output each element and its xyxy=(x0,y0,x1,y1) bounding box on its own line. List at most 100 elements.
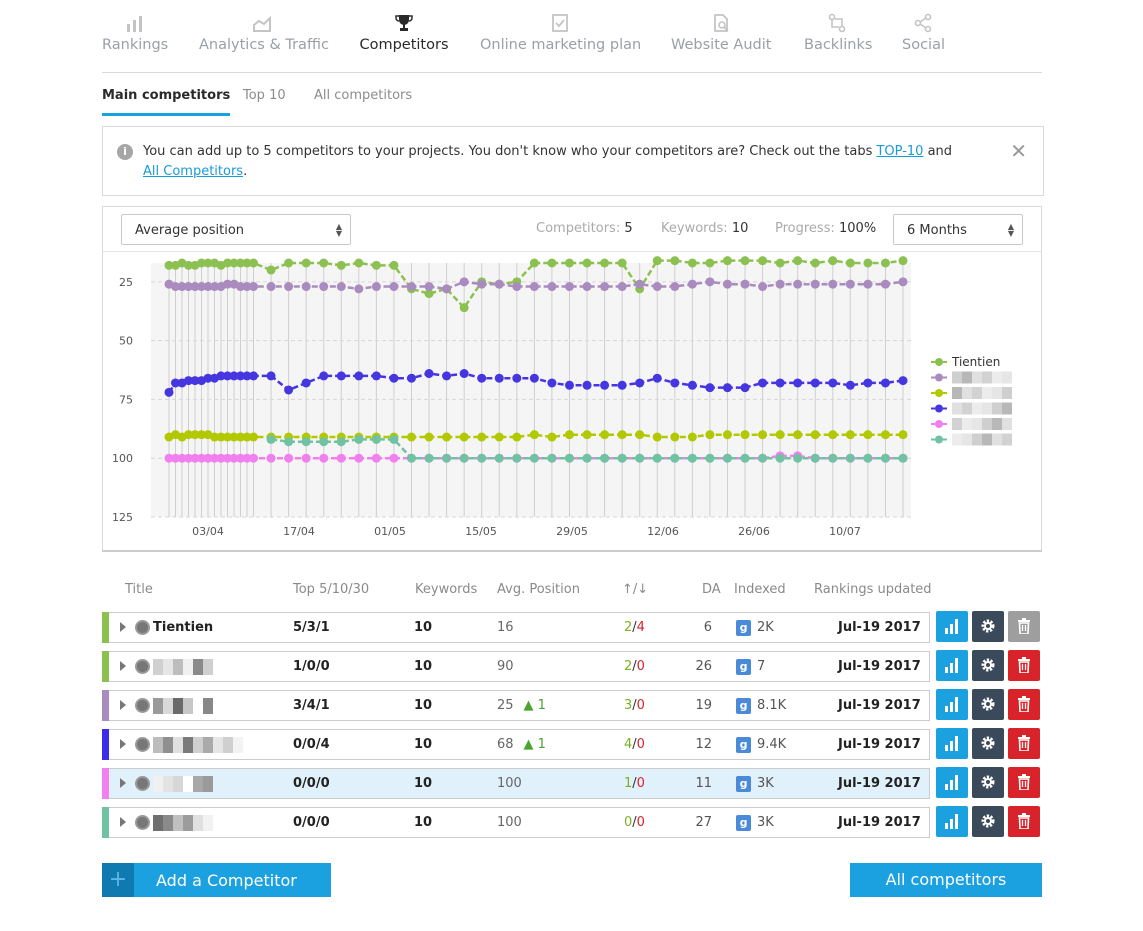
keyword-count: 10 xyxy=(414,737,433,752)
redacted-legend-label xyxy=(952,433,962,446)
data-point xyxy=(582,430,592,440)
col-avg-position[interactable]: Avg. Position xyxy=(497,582,580,597)
col-rankings-updated[interactable]: Rankings updated xyxy=(814,582,932,597)
chart-button[interactable] xyxy=(936,806,968,837)
top10-link[interactable]: TOP-10 xyxy=(876,144,924,159)
domain-authority: 6 xyxy=(703,620,712,635)
legend-marker xyxy=(935,435,943,444)
expand-arrow-icon[interactable] xyxy=(120,700,126,710)
down-count: 0 xyxy=(636,698,645,713)
data-point xyxy=(564,430,574,440)
expand-arrow-icon[interactable] xyxy=(120,778,126,788)
tab-competitors[interactable]: Competitors xyxy=(359,12,449,53)
tab-all-competitors[interactable]: All competitors xyxy=(314,88,413,103)
settings-button[interactable] xyxy=(972,767,1004,798)
expand-arrow-icon[interactable] xyxy=(120,661,126,671)
data-point xyxy=(406,453,416,463)
delete-button[interactable] xyxy=(1008,767,1040,798)
delete-button[interactable] xyxy=(1008,806,1040,837)
close-icon[interactable]: ✕ xyxy=(1010,139,1027,163)
col-indexed[interactable]: Indexed xyxy=(734,582,786,597)
expand-arrow-icon[interactable] xyxy=(120,817,126,827)
data-point xyxy=(203,282,213,292)
data-point xyxy=(740,256,750,266)
period-select[interactable]: 6 Months ▲ ▼ xyxy=(893,214,1023,245)
data-point xyxy=(512,432,522,442)
col-da[interactable]: DA xyxy=(702,582,721,597)
data-point xyxy=(740,430,750,440)
col-title[interactable]: Title xyxy=(125,582,153,597)
tab-social[interactable]: Social xyxy=(902,12,945,53)
tab-backlinks[interactable]: Backlinks xyxy=(804,12,872,53)
tab-label: Website Audit xyxy=(671,37,772,53)
all-competitors-link[interactable]: All Competitors xyxy=(143,164,244,179)
col-top[interactable]: Top 5/10/30 xyxy=(293,582,370,597)
chart-button[interactable] xyxy=(936,728,968,759)
expand-arrow-icon[interactable] xyxy=(120,622,126,632)
tab-website-audit[interactable]: Website Audit xyxy=(671,12,771,53)
settings-button[interactable] xyxy=(972,728,1004,759)
delete-button[interactable] xyxy=(1008,728,1040,759)
data-point xyxy=(793,279,803,289)
data-point xyxy=(512,373,522,383)
chart-button[interactable] xyxy=(936,650,968,681)
table-row[interactable]: 0/0/0 10 100 1/0 11 g 3K Jul-19 2017 xyxy=(102,768,930,799)
indexed: g 2K xyxy=(736,620,774,636)
data-point xyxy=(389,434,399,444)
table-row[interactable]: 0/0/4 10 68 ▲ 1 4/0 12 g 9.4K Jul-19 2017 xyxy=(102,729,930,760)
tab-analytics-traffic[interactable]: Analytics & Traffic xyxy=(199,12,329,53)
all-competitors-button[interactable]: All competitors xyxy=(850,863,1042,897)
settings-button[interactable] xyxy=(972,806,1004,837)
chart-button[interactable] xyxy=(936,611,968,642)
backlinks-icon xyxy=(828,13,846,33)
chart-button[interactable] xyxy=(936,767,968,798)
data-point xyxy=(705,258,715,268)
redacted-legend-label xyxy=(982,402,992,415)
data-point xyxy=(319,258,329,268)
data-point xyxy=(223,258,232,268)
tab-rankings[interactable]: Rankings xyxy=(102,12,168,53)
settings-button[interactable] xyxy=(972,689,1004,720)
data-point xyxy=(442,453,452,463)
chart-button[interactable] xyxy=(936,689,968,720)
redacted-legend-label xyxy=(992,387,1002,399)
delete-button[interactable] xyxy=(1008,650,1040,681)
redacted-legend-label xyxy=(992,433,1002,446)
up-down: 2/0 xyxy=(624,659,645,674)
tab-main-competitors[interactable]: Main competitors xyxy=(102,88,231,116)
redacted-competitor-title xyxy=(153,815,213,831)
data-point xyxy=(564,453,574,463)
tab-online-marketing-plan[interactable]: Online marketing plan xyxy=(480,12,641,53)
data-point xyxy=(722,279,732,289)
settings-button[interactable] xyxy=(972,611,1004,642)
data-point xyxy=(828,453,838,463)
delete-button[interactable] xyxy=(1008,689,1040,720)
add-competitor-button[interactable]: + Add a Competitor xyxy=(102,863,331,897)
data-point xyxy=(223,371,232,381)
avg-position: 90 xyxy=(497,659,514,674)
data-point xyxy=(705,453,715,463)
series-color-bar xyxy=(102,612,109,643)
col-keywords[interactable]: Keywords xyxy=(415,582,478,597)
data-point xyxy=(529,258,539,268)
data-point xyxy=(229,432,239,442)
data-point xyxy=(547,378,557,388)
up-down: 4/0 xyxy=(624,737,645,752)
table-row[interactable]: 3/4/1 10 25 ▲ 1 3/0 19 g 8.1K Jul-19 2017 xyxy=(102,690,930,721)
metric-select[interactable]: Average position ▲ ▼ xyxy=(121,214,351,245)
table-row[interactable]: 0/0/0 10 100 0/0 27 g 3K Jul-19 2017 xyxy=(102,807,930,838)
top-5-10-30: 1/0/0 xyxy=(293,659,330,674)
domain-authority: 26 xyxy=(695,659,712,674)
keyword-count: 10 xyxy=(414,620,433,635)
expand-arrow-icon[interactable] xyxy=(120,739,126,749)
indexed-value: 8.1K xyxy=(757,698,787,713)
col-updown[interactable]: ↑/↓ xyxy=(622,582,649,597)
tab-top-10[interactable]: Top 10 xyxy=(243,88,286,103)
data-point xyxy=(670,378,680,388)
settings-button[interactable] xyxy=(972,650,1004,681)
delete-button[interactable] xyxy=(1008,611,1040,642)
data-point xyxy=(266,434,276,444)
data-point xyxy=(845,453,855,463)
table-row[interactable]: Tientien 5/3/1 10 16 2/4 6 g 2K Jul-19 20… xyxy=(102,612,930,643)
